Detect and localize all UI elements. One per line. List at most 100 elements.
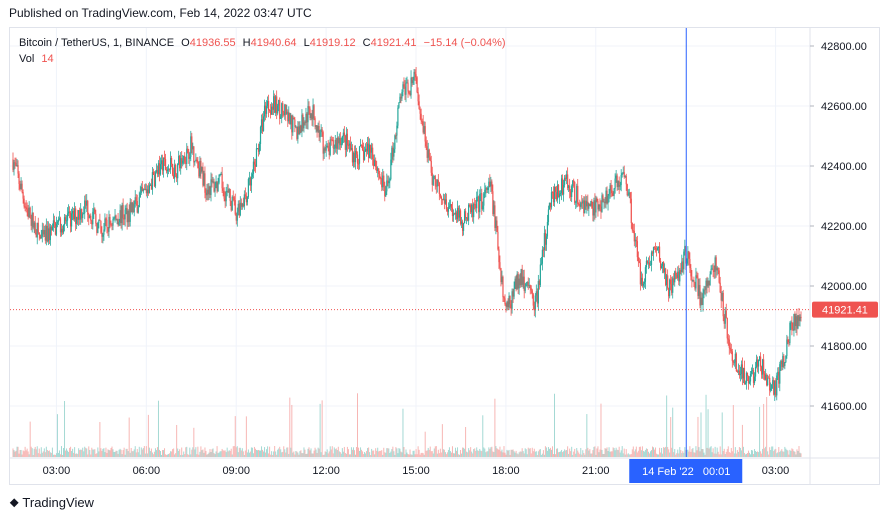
candle-body [310, 113, 312, 119]
volume-bar [35, 449, 37, 457]
candle-body [283, 112, 285, 116]
price-tick-label: 41600.00 [821, 401, 867, 413]
volume-bar [104, 452, 106, 457]
volume-bar [388, 448, 390, 457]
candle-body [108, 216, 110, 232]
candle-body [371, 147, 373, 153]
volume-bar [779, 452, 781, 457]
candle-body [484, 189, 486, 194]
candle-body [784, 362, 786, 367]
candle-body [319, 130, 321, 138]
candle-body [15, 162, 17, 166]
candle-body [358, 146, 361, 164]
candle-body [355, 150, 358, 155]
chart-frame[interactable] [9, 27, 880, 485]
volume-bar [580, 447, 582, 457]
candle-body [753, 376, 756, 383]
volume-bar [69, 447, 71, 457]
volume-bar [698, 447, 700, 457]
candle-body [530, 288, 532, 291]
candle-body [608, 193, 610, 196]
candle-body [316, 125, 318, 132]
volume-bar [433, 448, 435, 457]
candle-body [349, 143, 352, 150]
candle-body [388, 181, 390, 184]
volume-bar [776, 453, 778, 457]
candle-body [226, 190, 228, 192]
candle-body [405, 82, 407, 95]
candle-body [162, 157, 165, 171]
volume-bar [332, 453, 334, 457]
volume-bar [604, 448, 606, 457]
high-value: 41940.64 [250, 37, 297, 49]
candle-body [348, 143, 351, 146]
volume-bar [152, 454, 154, 457]
volume-bar [101, 450, 103, 457]
candle-body [257, 148, 260, 152]
volume-bar [653, 447, 655, 457]
volume-bar [737, 451, 739, 457]
candle-body [614, 178, 616, 189]
volume-bar [266, 449, 268, 457]
volume-bar [169, 453, 171, 457]
volume-bar [489, 448, 491, 457]
volume-bar [406, 452, 408, 457]
candle-body [128, 210, 130, 222]
candle-body [145, 188, 147, 194]
candle-body [632, 230, 634, 232]
volume-bar [238, 447, 240, 457]
footer-brand[interactable]: ⬥ TradingView [10, 495, 94, 510]
volume-bar [228, 450, 230, 457]
candle-body [750, 370, 753, 374]
volume-bar [254, 448, 256, 457]
volume-bar [795, 454, 797, 457]
volume-bar [445, 454, 447, 457]
volume-bar [57, 452, 59, 457]
volume-bar [703, 452, 705, 457]
candle-body [781, 360, 783, 367]
volume-bar [472, 453, 474, 457]
candle-body [265, 106, 268, 114]
volume-bar [202, 449, 204, 457]
candle-body [232, 196, 234, 198]
volume-bar [404, 454, 406, 457]
volume-bar [26, 448, 28, 457]
volume-bar [306, 453, 308, 457]
candle-body [415, 74, 417, 78]
volume-bar [112, 449, 114, 457]
candle-body [406, 82, 408, 84]
candle-body [735, 353, 737, 372]
candle-body [69, 212, 72, 227]
volume-label[interactable]: Vol [19, 53, 35, 65]
volume-bar [191, 449, 193, 457]
candle-body [200, 160, 202, 172]
candle-body [509, 295, 511, 305]
candle-body [97, 222, 99, 233]
candle-body [345, 133, 347, 150]
candle-body [252, 161, 255, 174]
volume-bar [623, 448, 625, 457]
volume-bar [557, 448, 559, 457]
volume-bar [452, 453, 454, 457]
volume-bar [147, 414, 149, 457]
candle-body [335, 139, 337, 149]
volume-bar [284, 449, 286, 457]
candle-body [227, 190, 229, 193]
volume-bar [260, 450, 262, 457]
candle-body [83, 213, 85, 214]
volume-bar [547, 447, 549, 457]
volume-bar [482, 415, 484, 457]
symbol-label[interactable]: Bitcoin / TetherUS, 1, BINANCE [19, 37, 175, 49]
candle-body [194, 160, 196, 163]
volume-bar [671, 447, 673, 457]
volume-bar [286, 447, 288, 457]
volume-bar [132, 451, 134, 457]
candle-body [312, 105, 314, 120]
volume-bar [400, 451, 402, 457]
candle-body [96, 223, 98, 233]
candle-body [615, 175, 617, 179]
candle-body [460, 221, 463, 224]
volume-bar [758, 452, 760, 457]
volume-bar [51, 447, 53, 457]
